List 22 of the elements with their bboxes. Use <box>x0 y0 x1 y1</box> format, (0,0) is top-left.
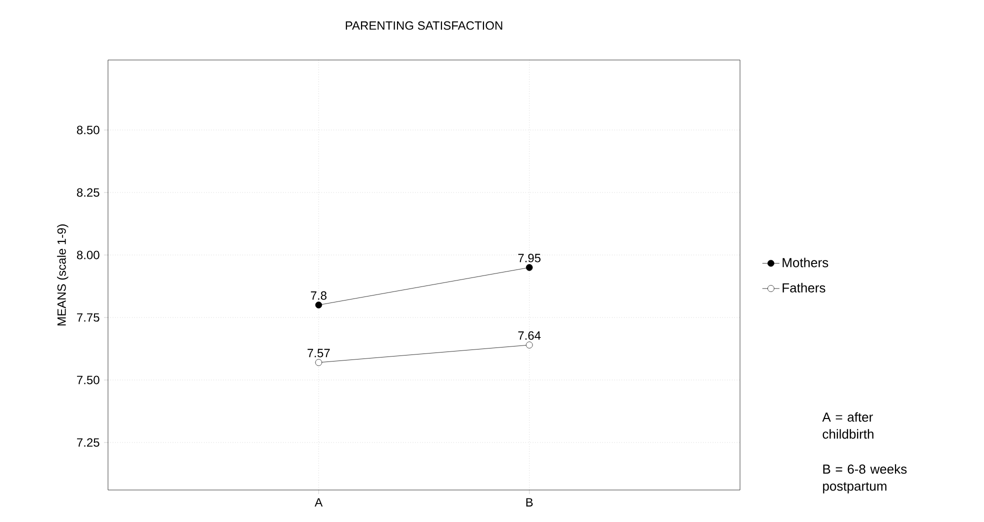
point <box>526 264 533 271</box>
chart-title: PARENTING SATISFACTION <box>346 21 502 30</box>
data-label: 7.95 <box>518 254 541 262</box>
point <box>526 342 533 348</box>
y-tick-label: 7.25 <box>77 438 100 447</box>
y-tick-label: 8.50 <box>76 126 100 134</box>
y-tick-label: 8.25 <box>76 188 100 197</box>
data-label: 7.57 <box>308 348 330 358</box>
legend-label: Mothers <box>782 258 828 268</box>
point <box>315 359 322 366</box>
y-tick-label: 8.00 <box>76 250 100 260</box>
data-label: 7.64 <box>518 331 541 340</box>
y-tick-label: 7.50 <box>77 376 100 384</box>
text: B = 6-8 weeks postpartum <box>823 464 907 494</box>
y-tick-label: 7.75 <box>77 313 100 322</box>
text: A = after childbirth <box>822 412 874 439</box>
x-tick-label: A <box>314 498 323 506</box>
legend-label: Fathers <box>782 282 826 292</box>
data-label: 7.8 <box>310 291 326 300</box>
x-tick-label: B <box>526 498 533 506</box>
y-axis-title: MEANS (scale 1-9) <box>57 224 68 326</box>
point <box>315 302 322 308</box>
